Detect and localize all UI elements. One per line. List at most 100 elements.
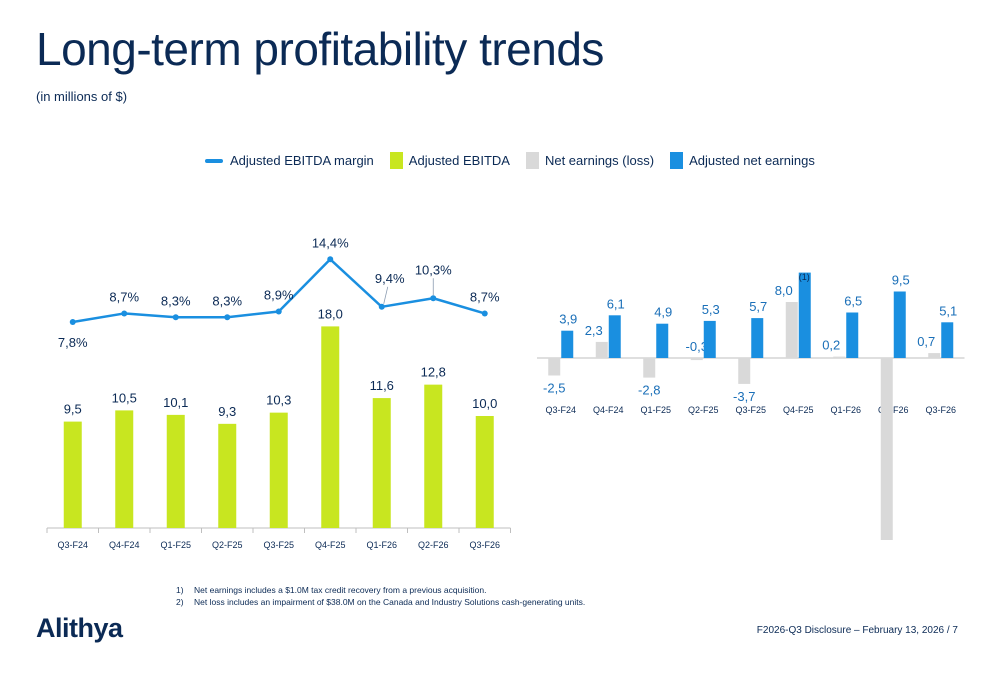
net-earnings-bar: [643, 358, 656, 378]
net-earnings-bar: [928, 353, 941, 358]
x-tick-label: Q1-F26: [366, 540, 397, 550]
x-tick-label: Q2-F26: [878, 405, 909, 415]
adjusted-net-earnings-label: 5,1: [939, 303, 957, 318]
net-earnings-label: 2,3: [585, 323, 603, 338]
x-tick-label: Q4-F25: [315, 540, 346, 550]
x-tick-label: Q3-F25: [735, 405, 766, 415]
adjusted-net-earnings-bar: [608, 315, 621, 358]
ebitda-margin-label: 8,9%: [264, 288, 294, 303]
footnote-marker: (1): [799, 272, 810, 282]
ebitda-bar: [475, 416, 494, 528]
net-earnings-bar: [690, 358, 703, 361]
net-earnings-bar: [595, 341, 608, 358]
ebitda-value-label: 10,0: [472, 396, 497, 411]
legend-label: Net earnings (loss): [544, 153, 655, 168]
ebitda-margin-label: 14,4%: [312, 235, 349, 250]
legend-label: Adjusted EBITDA margin: [230, 153, 374, 168]
ebitda-value-label: 10,1: [163, 395, 188, 410]
ebitda-margin-point: [172, 314, 179, 321]
footnote: 2) Net loss includes an impairment of $3…: [176, 597, 585, 609]
x-tick-label: Q1-F25: [640, 405, 671, 415]
ebitda-value-label: 10,3: [266, 393, 291, 408]
legend-item-net-earnings: Net earnings (loss): [525, 152, 655, 169]
ebitda-margin-point: [481, 310, 488, 317]
x-tick-label: Q3-F24: [545, 405, 576, 415]
net-earnings-bar: [880, 358, 893, 540]
ebitda-value-label: 9,3: [218, 404, 236, 419]
x-tick-label: Q2-F25: [688, 405, 719, 415]
ebitda-value-label: 11,6: [370, 378, 394, 393]
ebitda-bar: [372, 398, 391, 528]
net-earnings-label: 0,2: [822, 338, 840, 353]
ebitda-margin-point: [430, 295, 437, 302]
net-earnings-label: -3,7: [733, 389, 755, 404]
x-tick-label: Q3-F24: [57, 540, 88, 550]
ebitda-bar: [115, 410, 134, 528]
x-tick-label: Q1-F26: [830, 405, 861, 415]
ebitda-value-label: 18,0: [318, 306, 343, 321]
ebitda-margin-label: 9,4%: [375, 271, 405, 286]
ebitda-margin-point: [69, 319, 76, 325]
adjusted-net-earnings-label: 5,7: [749, 299, 767, 314]
ebitda-chart: Q3-F24 Q4-F24 Q1-F25 Q2-F25 Q3-F25 Q4-F25 Q1-F…: [46, 235, 511, 550]
company-logo: Alithya: [36, 613, 123, 643]
legend-swatch-box: [670, 152, 684, 169]
net-earnings-chart: Q3-F24 Q4-F24 Q1-F25 Q2-F25 Q3-F25 Q4-F25 Q1-F…: [537, 272, 965, 540]
label-leader-line: [383, 286, 389, 304]
ebitda-margin-point: [327, 256, 334, 263]
x-tick-label: Q4-F25: [783, 405, 814, 415]
ebitda-bar: [218, 423, 237, 528]
ebitda-margin-point: [224, 314, 231, 321]
ebitda-bar: [321, 326, 340, 528]
ebitda-bar: [269, 412, 288, 528]
adjusted-net-earnings-bar: [893, 291, 906, 358]
adjusted-net-earnings-label: 3,9: [559, 312, 577, 327]
footnote-number: 2): [176, 596, 184, 607]
ebitda-value-label: 10,5: [112, 390, 137, 405]
ebitda-bar: [424, 384, 443, 528]
x-tick-label: Q3-F26: [925, 405, 956, 415]
chart-legend: Adjusted EBITDA margin Adjusted EBITDA N…: [205, 152, 831, 169]
ebitda-margin-label: 8,7%: [109, 289, 139, 304]
legend-item-ebitda-margin: Adjusted EBITDA margin: [205, 153, 374, 168]
legend-swatch-box: [525, 152, 539, 169]
net-earnings-bar: [785, 302, 798, 358]
x-tick-label: Q4-F24: [593, 405, 624, 415]
ebitda-margin-label: 8,3%: [161, 293, 191, 308]
adjusted-net-earnings-label: 6,1: [607, 296, 625, 311]
ebitda-margin-label: 8,7%: [470, 289, 500, 304]
page-title: Long-term profitability trends: [36, 23, 604, 75]
adjusted-net-earnings-bar: [703, 320, 716, 358]
net-earnings-bar: [548, 358, 561, 376]
net-earnings-label: 8,0: [775, 283, 793, 298]
net-earnings-label: 0,7: [917, 334, 935, 349]
x-tick-label: Q3-F25: [263, 540, 294, 550]
legend-swatch-box: [389, 152, 403, 169]
net-earnings-label: -2,8: [638, 383, 660, 398]
x-tick-label: Q1-F25: [160, 540, 191, 550]
ebitda-bar: [63, 421, 82, 528]
ebitda-margin-label: 7,8%: [58, 335, 88, 350]
ebitda-margin-point: [275, 308, 282, 315]
net-earnings-label: -0,3: [686, 339, 708, 354]
x-tick-label: Q2-F26: [418, 540, 449, 550]
net-earnings-bar: [833, 356, 846, 358]
ebitda-bar: [166, 414, 185, 528]
legend-swatch-line: [205, 158, 223, 163]
legend-item-ebitda: Adjusted EBITDA: [389, 152, 510, 169]
adjusted-net-earnings-bar: [561, 330, 574, 358]
adjusted-net-earnings-bar: [751, 318, 764, 358]
ebitda-value-label: 12,8: [421, 365, 446, 380]
footnote-text: Net loss includes an impairment of $38.0…: [194, 596, 586, 607]
x-tick-label: Q3-F26: [469, 540, 500, 550]
footnotes: 1) Net earnings includes a $1.0M tax cre…: [176, 585, 585, 608]
adjusted-net-earnings-label: 5,3: [702, 302, 720, 317]
footnote-number: 1): [176, 585, 184, 595]
footnote: 1) Net earnings includes a $1.0M tax cre…: [176, 585, 585, 597]
adjusted-net-earnings-bar: [846, 312, 859, 358]
legend-label: Adjusted net earnings: [689, 153, 815, 168]
x-tick-label: Q4-F24: [109, 540, 140, 550]
adjusted-net-earnings-bar: [798, 272, 811, 358]
net-earnings-bar: [738, 358, 751, 384]
ebitda-margin-label: 10,3%: [415, 262, 452, 277]
